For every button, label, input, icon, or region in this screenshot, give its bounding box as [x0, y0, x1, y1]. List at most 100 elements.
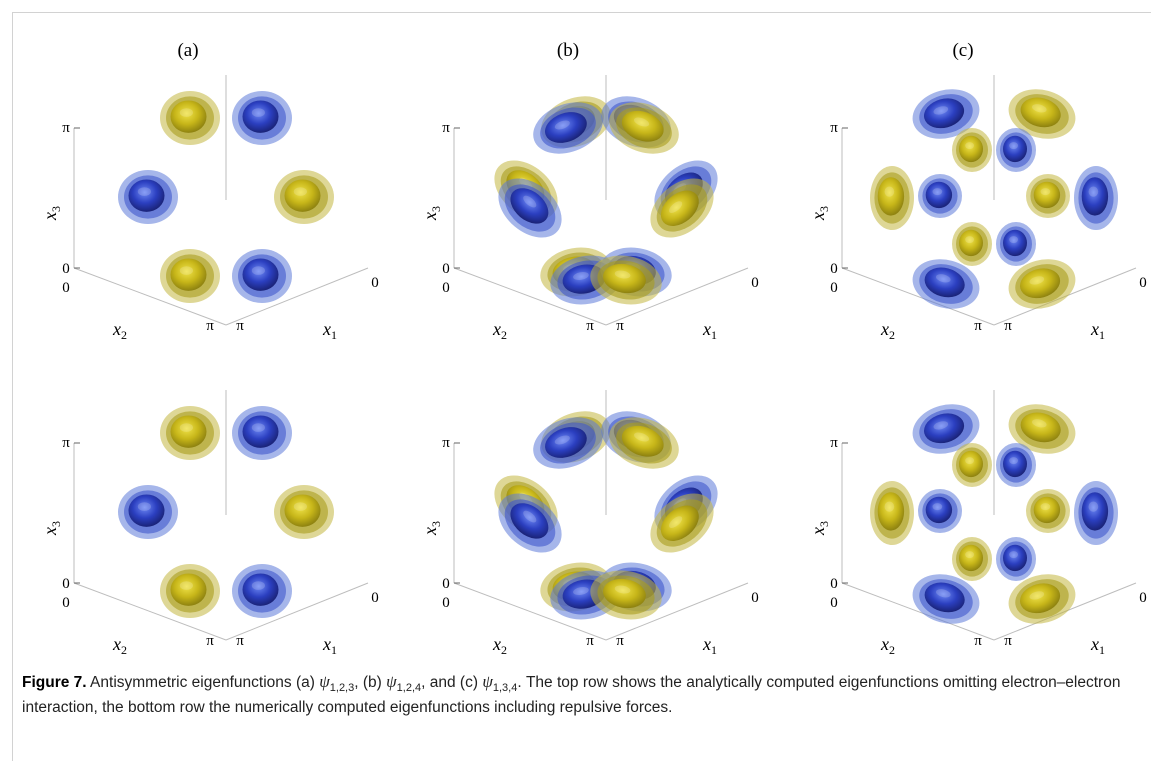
x2-tick-zero: 0 [830, 280, 838, 296]
x3-tick-zero: 0 [830, 576, 838, 592]
lobe-blue [912, 89, 980, 139]
x3-tick-pi: π [62, 120, 70, 136]
lobe-yellow [952, 443, 992, 487]
lobe-yellow [1008, 574, 1076, 624]
x3-tick-zero: 0 [62, 576, 70, 592]
x2-axis-line [453, 582, 607, 641]
x1-axis-label: x1 [322, 319, 337, 342]
lobe-yellow [609, 417, 679, 469]
x1-tick-pi: π [1004, 633, 1012, 649]
lobe-blue [118, 170, 178, 224]
caption-psi-a: ψ [319, 672, 330, 691]
caption-sub-b: 1,2,4 [396, 682, 422, 695]
x3-tick-zero: 0 [442, 261, 450, 277]
x2-axis-line [841, 267, 995, 326]
x3-axis-label: x3 [420, 521, 443, 536]
x1-axis-line [225, 267, 369, 326]
x2-axis-line [841, 582, 995, 641]
lobe-yellow [590, 255, 662, 305]
x1-axis-label: x1 [702, 634, 717, 657]
subplot-b-top: π 0 0 π π 0 x3 x2 x1 [420, 75, 759, 342]
lobe-yellow [1026, 489, 1070, 533]
lobe-yellow [590, 570, 662, 620]
x2-tick-pi: π [586, 633, 594, 649]
lobe-yellow [160, 249, 220, 303]
x2-axis-line [453, 267, 607, 326]
lobe-blue [498, 493, 562, 553]
x1-tick-zero: 0 [1139, 590, 1147, 606]
lobe-yellow [952, 128, 992, 172]
x2-axis-label: x2 [880, 634, 895, 657]
x2-tick-zero: 0 [442, 280, 450, 296]
x1-axis-line [605, 582, 749, 641]
panel-label-c: (c) [952, 40, 973, 61]
caption-sub-c: 1,3,4 [492, 682, 518, 695]
x1-tick-zero: 0 [751, 275, 759, 291]
caption-figure-label: Figure 7. [22, 674, 87, 691]
x2-tick-zero: 0 [442, 595, 450, 611]
caption-text-4: . The top row shows the analytically com… [22, 674, 1121, 717]
caption-text-3: , and (c) [421, 674, 483, 691]
figure-frame [12, 12, 1151, 761]
caption-text-1: Antisymmetric eigenfunctions (a) [86, 674, 320, 691]
lobe-yellow [274, 485, 334, 539]
lobe-yellow [870, 481, 914, 545]
lobe-blue [996, 222, 1036, 266]
x3-axis-label: x3 [808, 206, 831, 221]
figure-caption: Figure 7. Antisymmetric eigenfunctions (… [22, 672, 1132, 718]
x1-tick-pi: π [236, 318, 244, 334]
x1-tick-zero: 0 [751, 590, 759, 606]
panel-label-b: (b) [557, 40, 579, 61]
lobe-blue [996, 128, 1036, 172]
x3-tick-pi: π [830, 120, 838, 136]
x2-tick-pi: π [586, 318, 594, 334]
subplot-c-bottom: π 0 0 π π 0 x3 x2 x1 [808, 390, 1147, 657]
x2-axis-label: x2 [492, 319, 507, 342]
x2-tick-pi: π [974, 633, 982, 649]
x2-axis-label: x2 [880, 319, 895, 342]
x2-tick-zero: 0 [62, 595, 70, 611]
caption-psi-c: ψ [482, 672, 493, 691]
x1-tick-zero: 0 [371, 590, 379, 606]
lobe-blue [118, 485, 178, 539]
x1-tick-pi: π [1004, 318, 1012, 334]
x3-axis-label: x3 [808, 521, 831, 536]
lobe-blue [912, 404, 980, 454]
x1-axis-line [225, 582, 369, 641]
lobe-yellow [650, 178, 714, 238]
lobe-yellow [870, 166, 914, 230]
caption-sub-a: 1,2,3 [329, 682, 355, 695]
lobe-yellow [1008, 404, 1076, 454]
lobe-blue [918, 174, 962, 218]
x3-tick-pi: π [830, 435, 838, 451]
lobe-yellow [1008, 89, 1076, 139]
x2-tick-zero: 0 [62, 280, 70, 296]
x2-tick-pi: π [974, 318, 982, 334]
lobe-blue [498, 178, 562, 238]
x1-axis-label: x1 [1090, 319, 1105, 342]
subplot-b-bottom: π 0 0 π π 0 x3 x2 x1 [420, 390, 759, 657]
lobe-blue [533, 417, 603, 469]
x3-axis-label: x3 [420, 206, 443, 221]
x3-tick-zero: 0 [442, 576, 450, 592]
x2-axis-line [73, 582, 227, 641]
lobe-yellow [160, 406, 220, 460]
lobe-blue [996, 443, 1036, 487]
lobe-yellow [952, 222, 992, 266]
lobe-blue [918, 489, 962, 533]
x1-axis-line [605, 267, 749, 326]
lobe-blue [232, 249, 292, 303]
panel-label-a: (a) [177, 40, 198, 61]
x3-tick-pi: π [442, 435, 450, 451]
x1-axis-label: x1 [1090, 634, 1105, 657]
lobe-blue [912, 259, 980, 309]
x1-tick-zero: 0 [1139, 275, 1147, 291]
x2-axis-label: x2 [112, 319, 127, 342]
x2-tick-pi: π [206, 318, 214, 334]
x3-axis-label: x3 [40, 206, 63, 221]
lobe-yellow [952, 537, 992, 581]
subplot-a-top: π 0 0 π π 0 x3 x2 x1 [40, 75, 379, 342]
lobe-blue [232, 91, 292, 145]
x2-axis-label: x2 [112, 634, 127, 657]
